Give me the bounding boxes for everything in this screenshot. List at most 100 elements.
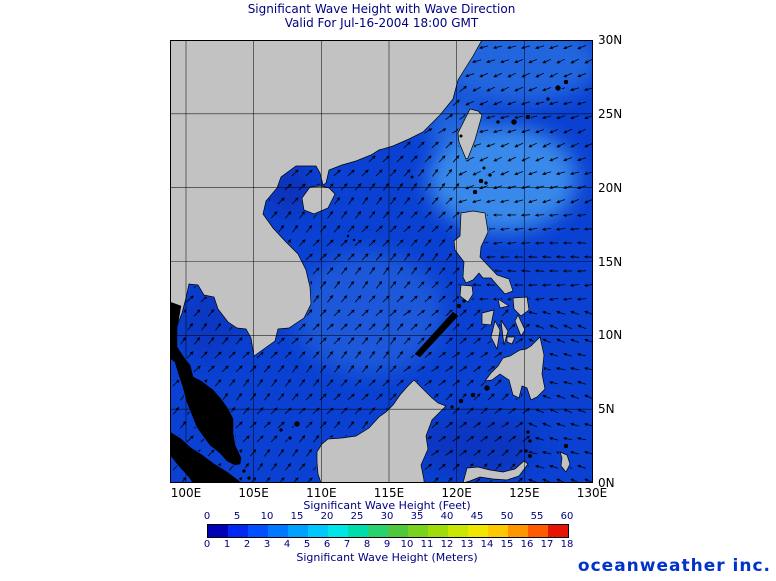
colorbar-feet-label: Significant Wave Height (Feet) xyxy=(303,499,471,512)
island-babuyan xyxy=(478,178,484,184)
land-mindanao xyxy=(484,336,546,401)
island-tawitawi xyxy=(450,405,454,409)
feet-tick-label: 0 xyxy=(203,511,211,522)
lon-tick-label: 100E xyxy=(170,486,202,500)
colorbar-cell xyxy=(548,525,568,537)
feet-tick-label: 40 xyxy=(440,511,454,522)
feet-tick-label: 15 xyxy=(290,511,304,522)
island-babuyan-2 xyxy=(484,181,488,185)
feet-tick-label: 60 xyxy=(560,511,574,522)
colorbar xyxy=(207,524,569,538)
colorbar-cell xyxy=(428,525,448,537)
lat-tick-label: 20N xyxy=(598,180,623,195)
meter-tick-label: 6 xyxy=(323,539,331,550)
island-sangihe-3 xyxy=(524,449,528,453)
island-jolo xyxy=(470,392,476,398)
grid-layer xyxy=(170,40,593,483)
island-calamian-2 xyxy=(462,299,466,303)
island-sulu xyxy=(458,398,464,404)
colorbar-cell xyxy=(448,525,468,537)
feet-tick-label: 55 xyxy=(530,511,544,522)
feet-tick-label: 45 xyxy=(470,511,484,522)
island-riau-2 xyxy=(247,476,251,480)
meter-tick-label: 15 xyxy=(500,539,514,550)
wave-height-map xyxy=(170,40,593,483)
colorbar-cell xyxy=(328,525,348,537)
meter-tick-label: 17 xyxy=(540,539,554,550)
island-babuyan-3 xyxy=(472,189,478,195)
colorbar-cell xyxy=(468,525,488,537)
oceanweather-logo: oceanweather inc. xyxy=(577,556,771,576)
island-penghu xyxy=(459,134,463,138)
island-anambas xyxy=(279,428,283,432)
colorbar-cell xyxy=(228,525,248,537)
meter-tick-label: 3 xyxy=(263,539,271,550)
feet-tick-label: 5 xyxy=(233,511,241,522)
colorbar-cell xyxy=(268,525,288,537)
lat-tick-label: 30N xyxy=(598,33,623,47)
island-yonaguni xyxy=(496,120,500,124)
meter-tick-label: 13 xyxy=(460,539,474,550)
island-paracel-2 xyxy=(352,238,356,242)
feet-tick-label: 30 xyxy=(380,511,394,522)
chart-valid-time: Valid For Jul-16-2004 18:00 GMT xyxy=(284,16,479,30)
island-batanes-2 xyxy=(482,166,486,170)
meter-tick-label: 1 xyxy=(223,539,231,550)
land-samar xyxy=(512,296,530,317)
lon-tick-label: 125E xyxy=(509,486,540,500)
wave-height-shading-layer xyxy=(180,40,593,479)
lat-tick-label: 0N xyxy=(598,476,615,490)
meter-tick-label: 11 xyxy=(420,539,434,550)
colorbar-cell xyxy=(508,525,528,537)
land-mindoro xyxy=(459,284,474,303)
meter-tick-label: 18 xyxy=(560,539,574,550)
land-leyte xyxy=(514,314,526,337)
lat-tick-label: 25N xyxy=(598,106,623,121)
land-luzon xyxy=(453,210,514,295)
colorbar-cell xyxy=(308,525,328,537)
meter-tick-label: 10 xyxy=(400,539,414,550)
colorbar-cell xyxy=(528,525,548,537)
meter-tick-label: 7 xyxy=(343,539,351,550)
colorbar-cell xyxy=(208,525,228,537)
lon-tick-label: 110E xyxy=(306,486,337,500)
island-manado-tip xyxy=(527,453,533,459)
colorbar-cell xyxy=(488,525,508,537)
meter-tick-label: 14 xyxy=(480,539,494,550)
island-basilan xyxy=(484,385,490,391)
land-layer xyxy=(170,40,571,483)
island-morotai xyxy=(563,443,569,449)
lon-tick-label: 120E xyxy=(441,486,472,500)
land-masbate xyxy=(497,298,510,309)
island-ishigaki xyxy=(511,119,517,125)
land-malay-peninsula xyxy=(170,301,242,466)
meter-tick-label: 12 xyxy=(440,539,454,550)
island-pratas xyxy=(410,175,414,179)
meter-tick-label: 9 xyxy=(383,539,391,550)
meter-tick-label: 2 xyxy=(243,539,251,550)
feet-tick-label: 20 xyxy=(320,511,334,522)
lon-tick-label: 105E xyxy=(238,486,269,500)
land-taiwan xyxy=(457,108,483,160)
chart-title: Significant Wave Height with Wave Direct… xyxy=(247,2,516,16)
feet-tick-label: 50 xyxy=(500,511,514,522)
land-asia-mainland xyxy=(170,40,483,357)
meter-tick-label: 16 xyxy=(520,539,534,550)
lat-tick-label: 15N xyxy=(598,254,623,269)
colorbar-cell xyxy=(248,525,268,537)
meter-tick-label: 0 xyxy=(203,539,211,550)
colorbar-cell xyxy=(288,525,308,537)
colorbar-meters-label: Significant Wave Height (Meters) xyxy=(296,551,478,564)
lon-tick-label: 115E xyxy=(373,486,405,500)
island-ryukyu xyxy=(563,79,569,85)
colorbar-cell xyxy=(368,525,388,537)
lon-tick-label: 130E xyxy=(576,486,608,500)
island-calamian xyxy=(456,303,462,309)
meter-tick-label: 4 xyxy=(283,539,291,550)
feet-tick-label: 35 xyxy=(410,511,424,522)
feet-tick-label: 10 xyxy=(260,511,274,522)
island-paracel xyxy=(346,234,350,238)
colorbar-cell xyxy=(408,525,428,537)
land-palawan xyxy=(414,311,459,358)
